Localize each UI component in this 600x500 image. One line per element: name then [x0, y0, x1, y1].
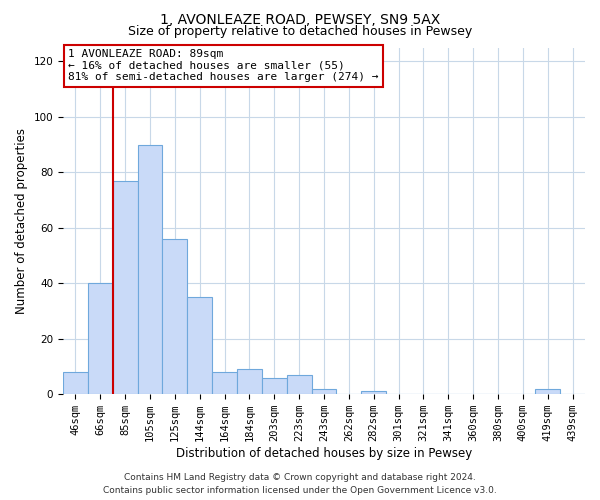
Bar	[535, 388, 560, 394]
Bar	[113, 180, 137, 394]
Text: Contains HM Land Registry data © Crown copyright and database right 2024.
Contai: Contains HM Land Registry data © Crown c…	[103, 473, 497, 495]
Bar	[237, 370, 262, 394]
Bar	[287, 375, 311, 394]
X-axis label: Distribution of detached houses by size in Pewsey: Distribution of detached houses by size …	[176, 447, 472, 460]
Bar	[212, 372, 237, 394]
Bar	[137, 144, 163, 394]
Bar	[63, 372, 88, 394]
Text: Size of property relative to detached houses in Pewsey: Size of property relative to detached ho…	[128, 25, 472, 38]
Bar	[163, 239, 187, 394]
Bar	[311, 388, 337, 394]
Bar	[361, 392, 386, 394]
Bar	[187, 297, 212, 394]
Text: 1 AVONLEAZE ROAD: 89sqm
← 16% of detached houses are smaller (55)
81% of semi-de: 1 AVONLEAZE ROAD: 89sqm ← 16% of detache…	[68, 49, 379, 82]
Bar	[88, 284, 113, 394]
Y-axis label: Number of detached properties: Number of detached properties	[15, 128, 28, 314]
Bar	[262, 378, 287, 394]
Text: 1, AVONLEAZE ROAD, PEWSEY, SN9 5AX: 1, AVONLEAZE ROAD, PEWSEY, SN9 5AX	[160, 12, 440, 26]
